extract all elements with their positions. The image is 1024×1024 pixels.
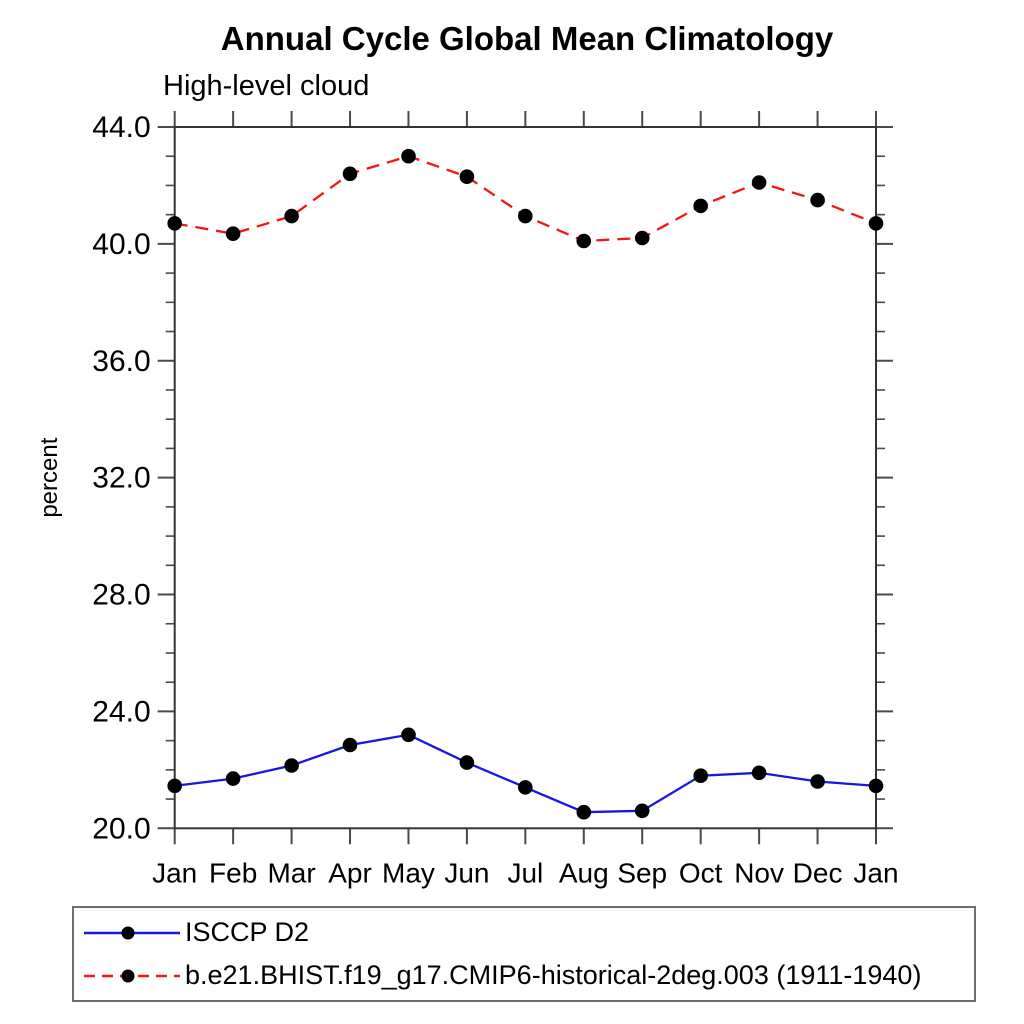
plot-frame <box>173 126 877 830</box>
chart-canvas: Jan Feb Mar Apr May Jun Jul Aug Sep Oct Nov Dec Jan2… <box>36 111 899 888</box>
data-point-series-0 <box>284 758 299 773</box>
data-point-series-0 <box>225 771 241 786</box>
data-point-series-0 <box>868 778 884 794</box>
data-point-series-1 <box>225 226 241 241</box>
chart-title: Annual Cycle Global Mean Climatology <box>220 20 834 57</box>
series-line-1 <box>174 154 877 243</box>
x-tick-label: May <box>382 857 435 888</box>
data-point-series-1 <box>167 216 182 231</box>
legend-item-observation: ISCCP D2 <box>82 911 974 954</box>
legend-dashed-line-sample <box>84 969 180 982</box>
x-tick-label: Aug <box>559 857 609 888</box>
data-point-series-1 <box>810 192 825 208</box>
y-tick-label: 28.0 <box>92 579 150 612</box>
data-point-series-1 <box>693 198 708 214</box>
data-point-series-0 <box>576 804 592 820</box>
x-tick-label: Feb <box>209 857 257 888</box>
legend-label-observation: ISCCP D2 <box>185 917 310 947</box>
legend-solid-line-sample <box>84 926 180 939</box>
y-tick-label: 20.0 <box>92 812 150 845</box>
data-point-series-0 <box>167 778 182 794</box>
data-point-series-0 <box>342 737 358 753</box>
x-tick-label: Sep <box>617 857 667 888</box>
y-tick-label: 36.0 <box>92 345 150 378</box>
series-line-0 <box>174 733 877 814</box>
x-tick-label: Nov <box>734 857 784 888</box>
y-tick-label: 40.0 <box>92 228 150 261</box>
x-tick-label: Mar <box>267 857 315 888</box>
data-point-series-1 <box>401 148 416 164</box>
x-tick-label: Jul <box>507 857 543 888</box>
x-tick-label: Oct <box>679 857 723 888</box>
x-tick-label: Jun <box>444 857 489 888</box>
y-tick-label: 24.0 <box>92 695 150 728</box>
data-point-series-1 <box>284 208 299 224</box>
x-tick-label: Jan <box>853 857 898 888</box>
data-point-series-0 <box>693 768 708 783</box>
data-point-series-1 <box>634 230 650 246</box>
data-point-series-1 <box>868 216 884 231</box>
x-tick-label: Apr <box>328 857 372 888</box>
x-tick-label: Dec <box>793 857 843 888</box>
legend: ISCCP D2 b.e21.BHIST.f19_g17.CMIP6-histo… <box>72 906 976 1002</box>
data-point-series-0 <box>401 727 416 743</box>
data-point-series-1 <box>751 175 767 190</box>
data-point-series-0 <box>810 774 825 789</box>
legend-item-model: b.e21.BHIST.f19_g17.CMIP6-historical-2de… <box>82 954 974 997</box>
x-tick-label: Jan <box>152 857 197 888</box>
data-point-series-0 <box>459 755 475 770</box>
data-point-series-0 <box>751 765 767 781</box>
legend-label-model: b.e21.BHIST.f19_g17.CMIP6-historical-2de… <box>185 960 922 990</box>
data-point-series-0 <box>518 780 533 795</box>
y-tick-label: 44.0 <box>92 111 150 144</box>
data-point-series-1 <box>459 169 475 184</box>
y-axis-label: percent <box>36 437 63 517</box>
data-point-series-1 <box>342 166 358 182</box>
data-point-series-1 <box>576 233 592 249</box>
data-point-series-0 <box>634 803 650 819</box>
chart-subtitle: High-level cloud <box>163 70 370 102</box>
data-point-series-1 <box>518 208 533 224</box>
y-tick-label: 32.0 <box>92 462 150 495</box>
